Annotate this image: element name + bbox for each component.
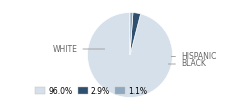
Text: BLACK: BLACK	[168, 60, 206, 68]
Legend: 96.0%, 2.9%, 1.1%: 96.0%, 2.9%, 1.1%	[32, 83, 150, 99]
Text: HISPANIC: HISPANIC	[171, 52, 216, 61]
Wedge shape	[130, 12, 133, 55]
Wedge shape	[130, 13, 141, 55]
Wedge shape	[88, 12, 173, 98]
Text: WHITE: WHITE	[53, 44, 105, 54]
